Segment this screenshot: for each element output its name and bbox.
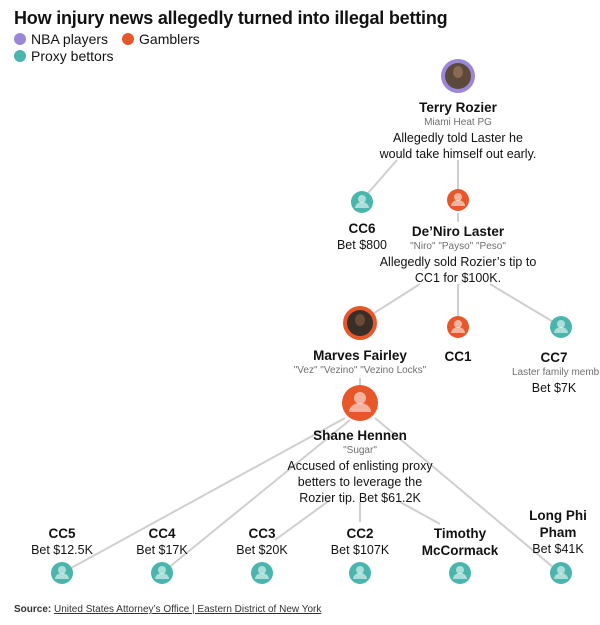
proxy-bettors-dot-icon bbox=[14, 50, 26, 62]
cc4-bet: Bet $17K bbox=[136, 543, 188, 557]
cc3-name: CC3 bbox=[248, 526, 276, 541]
node-pham bbox=[550, 562, 572, 584]
pham-label: Long Phi Pham Bet $41K bbox=[516, 507, 600, 557]
hennen-alias: "Sugar" bbox=[343, 445, 377, 456]
edge-hennen-cc3 bbox=[274, 499, 331, 541]
rozier-note-line2: would take himself out early. bbox=[379, 147, 537, 161]
legend-label: Gamblers bbox=[139, 31, 200, 47]
cc6-label: CC6 Bet $800 bbox=[322, 220, 402, 253]
fairley-name: Marves Fairley bbox=[313, 348, 407, 363]
laster-alias: "Niro" "Payso" "Peso" bbox=[410, 241, 506, 252]
cc5-name: CC5 bbox=[48, 526, 76, 541]
laster-note-line2: CC1 for $100K. bbox=[414, 271, 502, 285]
node-cc3 bbox=[251, 562, 273, 584]
rozier-note-line1: Allegedly told Laster he bbox=[393, 131, 523, 145]
fairley-alias: "Vez" "Vezino" "Vezino Locks" bbox=[293, 365, 427, 376]
edge-laster-cc7 bbox=[489, 283, 561, 327]
source-note: Source: United States Attorney’s Office … bbox=[14, 604, 321, 615]
node-cc5 bbox=[51, 562, 73, 584]
mccormack-label: Timothy McCormack bbox=[410, 525, 510, 559]
cc7-role: Laster family memb bbox=[512, 367, 600, 378]
legend-second-row: Proxy bettors bbox=[14, 48, 127, 64]
node-fairley bbox=[343, 306, 377, 340]
node-cc2 bbox=[349, 562, 371, 584]
hennen-note-line2: betters to leverage the bbox=[297, 475, 423, 489]
node-rozier bbox=[441, 59, 475, 93]
cc6-bet: Bet $800 bbox=[336, 238, 388, 252]
legend: NBA players Gamblers bbox=[14, 31, 214, 47]
cc7-name: CC7 bbox=[540, 350, 568, 365]
gamblers-dot-icon bbox=[122, 33, 135, 45]
legend-item-gamblers: Gamblers bbox=[122, 31, 200, 47]
legend-label: Proxy bettors bbox=[31, 48, 114, 64]
rozier-role: Miami Heat PG bbox=[424, 117, 492, 128]
edge-hennen-pham bbox=[374, 417, 561, 574]
source-label: Source: bbox=[14, 604, 52, 615]
hennen-note-line3: Rozier tip. Bet $61.2K bbox=[299, 491, 421, 505]
mccormack-name-line2: McCormack bbox=[421, 543, 499, 558]
source-link[interactable]: United States Attorney’s Office | Easter… bbox=[54, 604, 322, 615]
cc3-bet: Bet $20K bbox=[236, 543, 288, 557]
node-laster bbox=[447, 189, 469, 211]
cc3-label: CC3 Bet $20K bbox=[222, 525, 302, 558]
pham-name-line2: Pham bbox=[539, 525, 577, 540]
laster-label: De’Niro Laster "Niro" "Payso" "Peso" All… bbox=[368, 223, 548, 286]
hennen-note-line1: Accused of enlisting proxy bbox=[287, 459, 433, 473]
nba-players-dot-icon bbox=[14, 33, 26, 45]
rozier-name: Terry Rozier bbox=[419, 100, 497, 115]
cc2-bet: Bet $107K bbox=[330, 543, 390, 557]
legend-item-nba-players: NBA players bbox=[14, 31, 108, 47]
edge-hennen-mccormack bbox=[399, 501, 441, 525]
legend-item-proxy-bettors: Proxy bettors bbox=[14, 48, 113, 64]
cc1-label: CC1 bbox=[428, 348, 488, 365]
chart-title: How injury news allegedly turned into il… bbox=[14, 8, 448, 28]
legend-label: NBA players bbox=[31, 31, 109, 47]
cc5-label: CC5 Bet $12.5K bbox=[20, 525, 104, 558]
cc6-name: CC6 bbox=[348, 221, 376, 236]
node-cc7 bbox=[550, 316, 572, 338]
hennen-label: Shane Hennen "Sugar" Accused of enlistin… bbox=[270, 427, 450, 506]
cc4-label: CC4 Bet $17K bbox=[122, 525, 202, 558]
cc1-name: CC1 bbox=[444, 349, 472, 364]
pham-bet: Bet $41K bbox=[532, 542, 584, 556]
node-hennen bbox=[342, 385, 378, 421]
hennen-name: Shane Hennen bbox=[313, 428, 407, 443]
node-cc1 bbox=[447, 316, 469, 338]
cc2-name: CC2 bbox=[346, 526, 374, 541]
pham-name-line1: Long Phi bbox=[529, 508, 587, 523]
cc2-label: CC2 Bet $107K bbox=[318, 525, 402, 558]
edge-hennen-cc4 bbox=[161, 419, 351, 574]
fairley-face-icon bbox=[355, 314, 365, 326]
rozier-face-icon bbox=[453, 66, 463, 78]
cc7-label: CC7 Laster family memb Bet $7K bbox=[508, 349, 600, 396]
cc5-bet: Bet $12.5K bbox=[31, 543, 93, 557]
node-cc4 bbox=[151, 562, 173, 584]
rozier-label: Terry Rozier Miami Heat PG Allegedly tol… bbox=[358, 99, 558, 162]
cc4-name: CC4 bbox=[148, 526, 176, 541]
laster-note-line1: Allegedly sold Rozier’s tip to bbox=[379, 255, 537, 269]
laster-name: De’Niro Laster bbox=[411, 224, 505, 239]
edge-hennen-cc5 bbox=[61, 417, 346, 574]
cc7-bet: Bet $7K bbox=[531, 381, 577, 395]
node-mccormack bbox=[449, 562, 471, 584]
mccormack-name-line1: Timothy bbox=[433, 526, 487, 541]
fairley-label: Marves Fairley "Vez" "Vezino" "Vezino Lo… bbox=[270, 347, 450, 378]
node-cc6 bbox=[351, 191, 373, 213]
